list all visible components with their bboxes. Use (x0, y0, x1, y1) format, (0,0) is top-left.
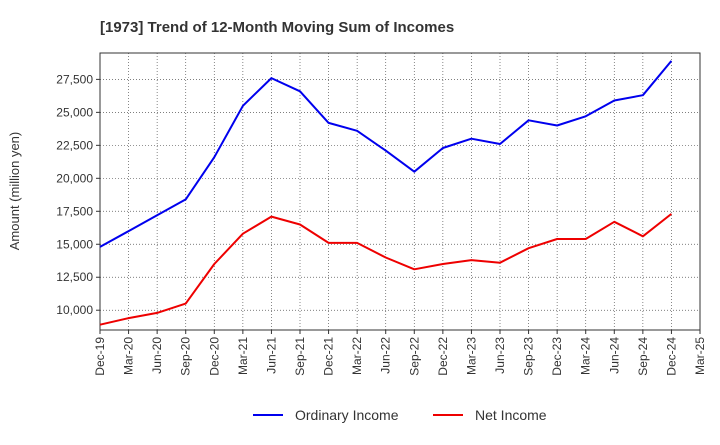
x-tick-label: Mar-24 (579, 337, 593, 375)
legend: Ordinary Income Net Income (253, 407, 547, 423)
plot-frame (99, 52, 701, 331)
x-tick-label: Jun-21 (264, 337, 278, 374)
x-tick-label: Dec-21 (322, 337, 336, 376)
y-tick-label: 10,000 (56, 303, 93, 317)
x-tick-label: Dec-23 (550, 337, 564, 376)
x-tick-label: Sep-21 (293, 337, 307, 376)
x-tick-label: Mar-23 (464, 337, 478, 375)
x-tick-label: Mar-25 (693, 337, 707, 375)
y-tick-label: 22,500 (56, 138, 93, 152)
series-line-ordinary-income (99, 60, 673, 248)
x-tick-label: Dec-24 (664, 337, 678, 376)
y-tick-label: 15,000 (56, 237, 93, 251)
x-tick-label: Jun-23 (493, 337, 507, 374)
axis-layer: 10,000 12,500 15,000 17,500 20,000 22,500 25,0… (56, 52, 707, 376)
y-tick-label: 12,500 (56, 270, 93, 284)
series-line-net-income (99, 213, 673, 326)
x-tick-label: Dec-19 (93, 337, 107, 376)
x-tick-label: Jun-22 (379, 337, 393, 374)
x-tick-label: Mar-21 (236, 337, 250, 375)
series-layer (99, 60, 673, 326)
legend-label: Ordinary Income (295, 407, 399, 423)
grid-layer (100, 53, 700, 330)
x-tick-label: Dec-20 (207, 337, 221, 376)
x-tick-label: Mar-22 (350, 337, 364, 375)
y-tick-label: 25,000 (56, 105, 93, 119)
x-tick-label: Sep-20 (179, 337, 193, 376)
x-tick-label: Sep-23 (522, 337, 536, 376)
x-tick-label: Jun-20 (150, 337, 164, 374)
x-tick-label: Dec-22 (436, 337, 450, 376)
x-tick-label: Sep-22 (407, 337, 421, 376)
x-tick-label: Sep-24 (636, 337, 650, 376)
x-tick-label: Jun-24 (607, 337, 621, 374)
y-tick-label: 20,000 (56, 171, 93, 185)
chart-title: [1973] Trend of 12-Month Moving Sum of I… (100, 19, 454, 36)
y-axis-label: Amount (million yen) (7, 132, 22, 251)
legend-label: Net Income (475, 407, 547, 423)
y-tick-label: 27,500 (56, 72, 93, 86)
x-tick-label: Mar-20 (122, 337, 136, 375)
y-tick-label: 17,500 (56, 204, 93, 218)
